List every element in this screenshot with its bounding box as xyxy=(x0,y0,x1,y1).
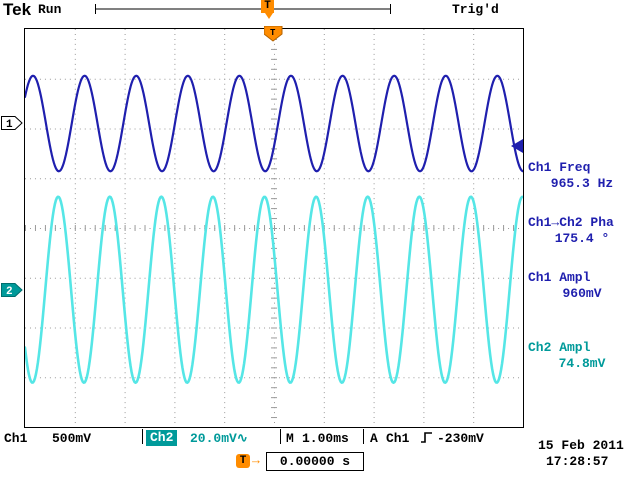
measurement-label: Ch2 Ampl xyxy=(528,340,591,355)
horizontal-trigger-icon: T xyxy=(236,454,250,468)
measurement-label: Ch1 Ampl xyxy=(528,270,591,285)
tek-logo: Tek xyxy=(3,0,32,19)
readout-divider xyxy=(280,429,281,444)
svg-text:1: 1 xyxy=(6,119,13,130)
date-display: 15 Feb 2011 xyxy=(538,438,624,453)
grid xyxy=(25,29,523,427)
time-display: 17:28:57 xyxy=(546,454,609,469)
trigger-source: Ch1 xyxy=(386,431,410,446)
ch1-label: Ch1 xyxy=(4,431,28,446)
rising-edge-icon xyxy=(421,432,432,443)
timebase-label: M xyxy=(286,431,294,446)
trigger-level-value: -230mV xyxy=(437,431,484,446)
trigger-position-top-icon: T xyxy=(261,0,274,13)
measurement-ch1-ampl: Ch1 Ampl 960mV xyxy=(528,270,636,302)
readout-divider xyxy=(142,429,143,444)
ch1-trace xyxy=(25,74,523,173)
trigger-level-arrow-icon xyxy=(511,139,523,153)
ch2-ground-marker: 2 xyxy=(1,283,23,297)
svg-text:2: 2 xyxy=(6,286,13,297)
ch2-scale: 20.0mV∿ xyxy=(190,431,248,446)
trigger-position-pointer-icon xyxy=(265,13,273,19)
measurement-value: 74.8mV xyxy=(558,356,606,371)
record-view-bracket xyxy=(95,4,391,14)
trigger-group-label: A xyxy=(370,431,378,446)
measurement-value: 175.4 ° xyxy=(554,231,610,246)
trigger-position-marker-icon: T xyxy=(264,26,283,42)
ch2-label: Ch2 xyxy=(146,430,178,446)
measurement-ch1-freq: Ch1 Freq 965.3 Hz xyxy=(528,160,636,192)
trigger-position-value: 0.00000 s xyxy=(266,452,364,471)
measurement-value: 965.3 Hz xyxy=(550,176,614,191)
waveform-display xyxy=(25,29,523,427)
measurement-ch2-ampl: Ch2 Ampl 74.8mV xyxy=(528,340,636,372)
trigger-status: Trig'd xyxy=(452,2,499,17)
trigger-arrow-icon: → xyxy=(252,453,260,468)
measurement-ch1-ch2-phase: Ch1→Ch2 Pha 175.4 ° xyxy=(528,215,636,247)
acquisition-status: Run xyxy=(38,2,62,17)
measurement-value: 960mV xyxy=(562,286,602,301)
ch1-ground-marker: 1 xyxy=(1,116,23,130)
ch2-trace xyxy=(25,195,523,385)
svg-text:T: T xyxy=(270,28,276,38)
timebase-value: 1.00ms xyxy=(302,431,349,446)
ch2-coupling-icon: ∿ xyxy=(236,431,248,446)
measurement-label: Ch1→Ch2 Pha xyxy=(528,215,614,230)
readout-divider xyxy=(363,429,364,444)
graticule xyxy=(24,28,524,428)
measurement-label: Ch1 Freq xyxy=(528,160,591,175)
ch1-scale: 500mV xyxy=(52,431,92,446)
